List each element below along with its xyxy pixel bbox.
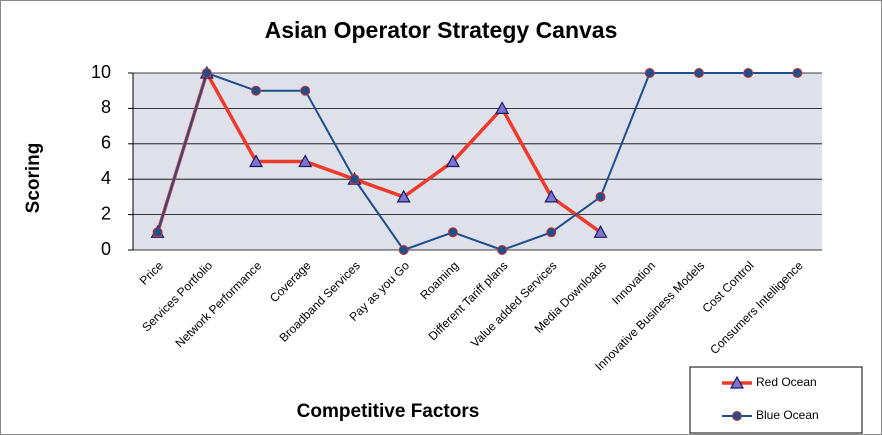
marker <box>546 227 557 238</box>
marker <box>251 85 262 96</box>
marker <box>300 85 311 96</box>
marker <box>644 68 655 78</box>
marker <box>544 189 559 203</box>
marker <box>743 68 754 78</box>
marker <box>249 154 264 168</box>
y-tick-label: 6 <box>101 133 111 153</box>
y-tick-label: 8 <box>101 97 111 117</box>
chart-title: Asian Operator Strategy Canvas <box>265 17 618 43</box>
marker <box>445 154 460 168</box>
series-line <box>155 68 602 234</box>
marker <box>497 245 508 255</box>
marker <box>693 68 704 78</box>
marker <box>298 154 313 168</box>
marker <box>396 189 411 203</box>
marker <box>152 227 163 238</box>
marker <box>732 411 742 421</box>
marker <box>595 191 606 202</box>
marker <box>495 101 510 114</box>
marker <box>398 245 409 255</box>
y-tick-label: 0 <box>101 239 111 259</box>
legend-label: Blue Ocean <box>756 408 819 422</box>
marker <box>729 375 745 389</box>
y-tick-label: 4 <box>101 168 111 188</box>
y-axis-label: Scoring <box>23 143 44 214</box>
marker <box>792 68 803 78</box>
marker <box>349 174 360 185</box>
y-tick-label: 10 <box>91 62 111 82</box>
marker <box>593 225 608 238</box>
y-tick-label: 2 <box>101 203 111 223</box>
marker <box>447 227 458 238</box>
series-line <box>156 71 798 252</box>
plot-area <box>133 73 822 250</box>
x-axis-label: Competitive Factors <box>297 401 480 422</box>
marker <box>201 68 212 78</box>
legend-label: Red Ocean <box>756 375 817 389</box>
legend-box <box>689 366 863 434</box>
